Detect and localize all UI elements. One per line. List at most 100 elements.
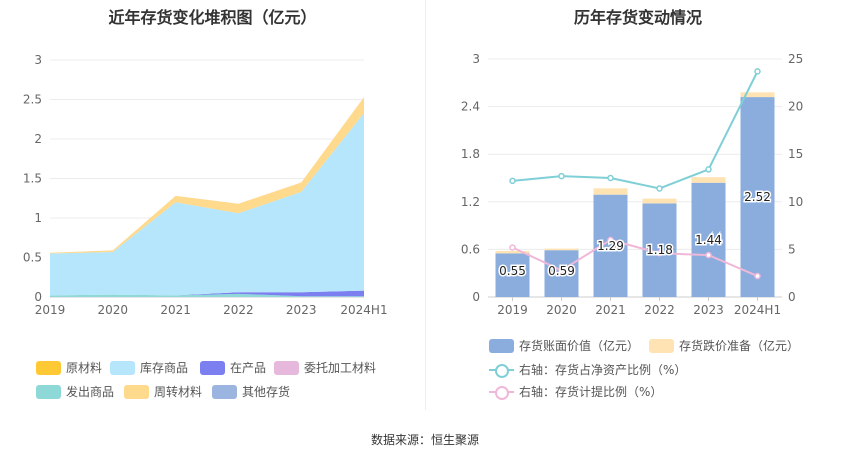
y2-tick-label: 5 (788, 242, 796, 256)
line-point (754, 272, 761, 280)
bar-data-label: 1.29 (597, 239, 624, 253)
x-tick-label: 2024H1 (734, 303, 781, 317)
x-tick-label: 2021 (595, 303, 626, 317)
legend-item-finished-goods[interactable]: 库存商品 (110, 359, 188, 376)
legend-item-ratio[interactable]: 右轴：存货占净资产比例（%） (489, 361, 686, 378)
y2-tick-label: 25 (788, 52, 803, 66)
legend-item-goods-shipped[interactable]: 发出商品 (36, 383, 114, 400)
y-tick-label: 1.2 (461, 195, 480, 209)
legend-label: 周转材料 (154, 385, 203, 399)
legend-swatch (124, 384, 149, 399)
legend-label: 发出商品 (66, 385, 115, 399)
legend-swatch (489, 338, 514, 353)
legend-label: 其他存货 (242, 385, 291, 399)
line-point (656, 185, 663, 192)
x-tick-label: 2022 (223, 303, 254, 317)
left-legend: 原材料 库存商品 在产品 委托加工材料 发出商品 周转材料 其他存货 (0, 356, 425, 406)
line-point (509, 244, 516, 251)
line-point (607, 174, 614, 182)
legend-swatch (110, 360, 135, 375)
stacked-area-chart: 0 0.5 1 1.5 2 2.5 3 2019 2020 2021 2022 2023 2024H1 (23, 53, 388, 317)
legend-line-circle-icon (489, 363, 514, 378)
legend-item-turnover[interactable]: 周转材料 (124, 383, 202, 400)
y-tick-label: 1 (34, 211, 42, 225)
y-tick-label: 0 (472, 290, 480, 304)
x-tick-label: 2019 (497, 303, 528, 317)
area-goods-shipped (50, 293, 364, 297)
right-chart-title: 历年存货变动情况 (573, 8, 702, 27)
legend-swatch (274, 360, 299, 375)
bar-data-label: 0.55 (499, 264, 526, 278)
legend-item-wip[interactable]: 在产品 (200, 359, 266, 376)
legend-swatch (649, 338, 674, 353)
bar-data-label: 2.52 (744, 190, 771, 204)
x-tick-label: 2020 (98, 303, 129, 317)
line-point (754, 68, 761, 75)
area-wip (50, 290, 364, 297)
legend-item-reserve[interactable]: 存货跌价准备（亿元） (649, 337, 799, 354)
bar-book-value (544, 250, 579, 297)
y-tick-label: 3 (34, 53, 42, 67)
y-tick-label: 2 (34, 132, 42, 146)
bar-data-label: 1.44 (695, 233, 722, 247)
legend-label: 右轴：存货计提比例（%） (519, 385, 663, 399)
y2-tick-label: 0 (788, 290, 796, 304)
legend-swatch (36, 360, 61, 375)
line-line-ratio (512, 70, 759, 190)
legend-swatch (200, 360, 225, 375)
legend-label: 在产品 (230, 361, 267, 375)
x-tick-label: 2019 (35, 303, 66, 317)
legend-item-provision[interactable]: 右轴：存货计提比例（%） (489, 383, 662, 400)
y-tick-label: 0.6 (461, 242, 480, 256)
x-tick-label: 2024H1 (340, 303, 387, 317)
bar-reserve (593, 188, 628, 195)
y-tick-label: 2.5 (23, 93, 42, 107)
bar-book-value (495, 253, 530, 297)
y-tick-label: 0 (34, 290, 42, 304)
y2-tick-label: 20 (788, 100, 803, 114)
y-tick-label: 0.5 (23, 251, 42, 265)
y-tick-label: 1.5 (23, 172, 42, 186)
y-tick-label: 3 (472, 52, 480, 66)
line-point (558, 267, 565, 274)
legend-item-outsourced[interactable]: 委托加工材料 (274, 359, 376, 376)
right-legend: 存货账面价值（亿元） 存货跌价准备（亿元） 右轴：存货占净资产比例（%） 右轴：… (426, 334, 850, 404)
line-line-provision (512, 238, 758, 277)
legend-swatch (212, 384, 237, 399)
bar-reserve (740, 92, 775, 98)
y-tick-label: 1.8 (461, 147, 480, 161)
legend-item-other[interactable]: 其他存货 (212, 383, 290, 400)
x-tick-label: 2021 (160, 303, 191, 317)
y2-tick-label: 15 (788, 147, 803, 161)
legend-label: 右轴：存货占净资产比例（%） (519, 363, 687, 377)
bar-book-value (740, 97, 775, 297)
line-point (509, 177, 516, 185)
bar-reserve (691, 177, 726, 183)
line-point (705, 166, 712, 173)
line-point (705, 251, 712, 259)
bar-data-label: 1.18 (646, 243, 673, 257)
bar-data-label: 0.59 (548, 264, 575, 278)
line-point (607, 236, 614, 244)
y-tick-label: 2.4 (461, 100, 480, 114)
legend-label: 委托加工材料 (304, 361, 377, 375)
legend-label: 存货账面价值（亿元） (519, 339, 640, 353)
bar-reserve (544, 248, 579, 251)
legend-label: 存货跌价准备（亿元） (679, 339, 800, 353)
legend-swatch (36, 384, 61, 399)
x-tick-label: 2020 (546, 303, 577, 317)
legend-line-circle-icon (489, 385, 514, 400)
x-tick-label: 2022 (644, 303, 675, 317)
legend-item-raw-materials[interactable]: 原材料 (36, 359, 102, 376)
line-point (656, 249, 663, 257)
legend-label: 原材料 (66, 361, 103, 375)
line-point (558, 172, 565, 180)
y2-tick-label: 10 (788, 195, 803, 209)
legend-item-book-value[interactable]: 存货账面价值（亿元） (489, 337, 639, 354)
data-source: 数据来源：恒生聚源 (370, 433, 479, 447)
x-tick-label: 2023 (693, 303, 724, 317)
left-chart-title: 近年存货变化堆积图（亿元） (108, 8, 317, 27)
bar-reserve (495, 250, 530, 254)
legend-label: 库存商品 (140, 361, 189, 375)
bar-reserve (642, 198, 677, 204)
